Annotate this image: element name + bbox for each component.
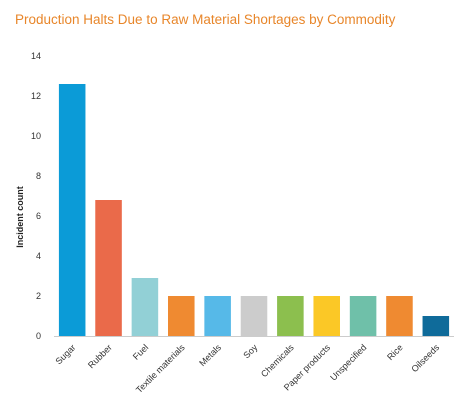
bar-oilseeds [422,316,450,336]
bars [58,84,450,336]
bar-rubber [95,200,122,336]
y-tick-label: 2 [36,291,41,301]
y-tick-label: 8 [36,171,41,181]
y-tick-label: 12 [31,91,41,101]
bar-sugar [58,84,86,336]
x-tick-label: Oilseeds [409,342,441,374]
x-tick-label: Rice [385,342,405,362]
bar-chemicals [277,296,304,336]
x-tick-label: Sugar [54,342,78,366]
y-tick-label: 4 [36,251,41,261]
y-tick-label: 0 [36,331,41,341]
y-tick-label: 14 [31,51,41,61]
y-tick-label: 10 [31,131,41,141]
bar-metals [204,296,231,336]
x-tick-label: Unspecified [328,342,368,382]
x-tick-label: Metals [197,342,223,368]
x-tick-label: Chemicals [259,342,296,379]
x-tick-label: Fuel [131,342,150,361]
y-axis-label: Incident count [15,186,25,248]
bar-paper-products [313,296,340,336]
x-tick-label: Rubber [86,342,114,370]
bar-rice [386,296,413,336]
bar-unspecified [349,296,377,336]
x-tick-label: Soy [241,342,259,360]
chart-title: Production Halts Due to Raw Material Sho… [15,12,396,27]
y-tick-label: 6 [36,211,41,221]
bar-textile-materials [168,296,195,336]
bar-soy [240,296,268,336]
y-axis-ticks: 0 2 4 6 8 10 12 14 [31,51,41,341]
bar-fuel [131,278,159,336]
